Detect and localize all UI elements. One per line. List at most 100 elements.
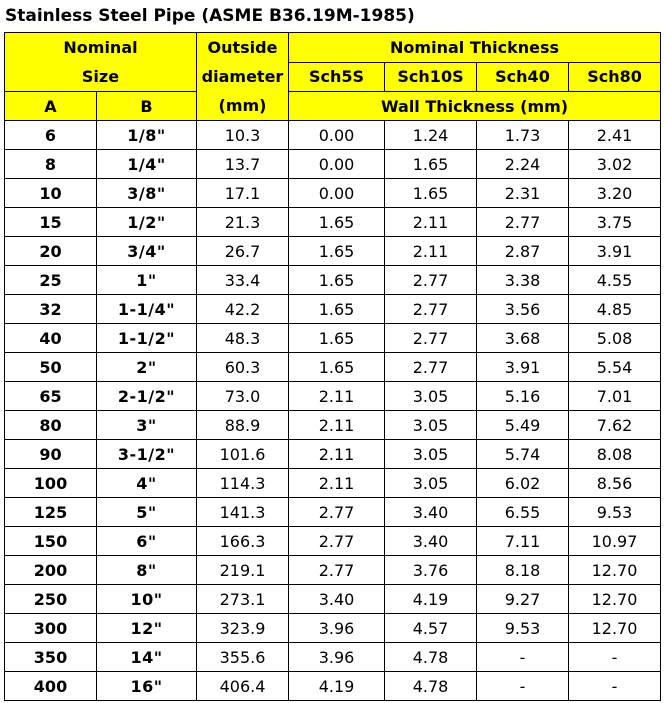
sch80-cell: 7.62: [567, 410, 662, 440]
size-a-cell: 200: [4, 555, 97, 585]
header-row-1: Nominal Size Outside diameter (mm) Nomin…: [4, 32, 662, 121]
table-row: 20 3/4" 26.7 1.65 2.11 2.87 3.91: [4, 236, 662, 266]
size-b-cell: 3-1/2": [96, 439, 197, 469]
sch40-cell: 5.16: [476, 381, 569, 411]
table-row: 400 16" 406.4 4.19 4.78- -: [4, 671, 662, 701]
sch5s-cell: 2.11: [288, 410, 385, 440]
table-row: 125 5" 141.3 2.77 3.40 6.55 9.53: [4, 497, 662, 527]
size-a-cell: 90: [4, 439, 97, 469]
sch80-cell: 4.55: [567, 265, 662, 295]
nominal-size-header-line1: Nominal: [63, 38, 138, 57]
size-b-cell: 10": [96, 584, 197, 614]
table-row: 40 1-1/2" 48.3 1.65 2.77 3.68 5.08: [4, 323, 662, 353]
sch80-cell: 3.20: [567, 178, 662, 208]
size-b-cell: 3/8": [96, 178, 197, 208]
size-a-cell: 400: [4, 671, 97, 701]
sch5s-cell: 1.65: [288, 236, 385, 266]
size-a-cell: 250: [4, 584, 97, 614]
table-row: 32 1-1/4" 42.2 1.65 2.77 3.56 4.85: [4, 294, 662, 324]
outside-diameter-cell: 219.1: [196, 555, 289, 585]
outside-diameter-cell: 166.3: [196, 526, 289, 556]
sch5s-cell: 1.65: [288, 294, 385, 324]
sch10s-cell: 3.05: [384, 410, 477, 440]
sch5s-cell: 2.77: [288, 555, 385, 585]
sch80-header: Sch80: [567, 61, 662, 92]
sch5s-header: Sch5S: [288, 61, 385, 92]
size-a-cell: 15: [4, 207, 97, 237]
size-a-cell: 8: [4, 149, 97, 179]
sch80-cell: 3.02: [567, 149, 662, 179]
sch10s-cell: 4.57: [384, 613, 477, 643]
size-b-cell: 5": [96, 497, 197, 527]
sch10s-cell: 4.19: [384, 584, 477, 614]
sch80-cell: 12.70: [567, 584, 662, 614]
size-a-cell: 65: [4, 381, 97, 411]
sch80-cell: 8.56: [567, 468, 662, 498]
sch5s-cell: 2.77: [288, 526, 385, 556]
nominal-size-header: Nominal Size: [4, 32, 197, 92]
sch40-header: Sch40: [476, 61, 569, 92]
sch80-cell: 12.70: [567, 613, 662, 643]
sch5s-cell: 1.65: [288, 352, 385, 382]
sch10s-cell: 4.78: [384, 642, 477, 672]
outside-diameter-header: Outside diameter (mm): [196, 32, 289, 121]
sch10s-cell: 2.77: [384, 265, 477, 295]
table-row: 25 1" 33.4 1.65 2.77 3.38 4.55: [4, 265, 662, 295]
size-b-cell: 1": [96, 265, 197, 295]
outside-diameter-cell: 355.6: [196, 642, 289, 672]
sch10s-cell: 3.40: [384, 497, 477, 527]
sch5s-cell: 2.11: [288, 468, 385, 498]
size-b-cell: 2-1/2": [96, 381, 197, 411]
sch80-cell: 7.01: [567, 381, 662, 411]
sch40-cell: -: [476, 642, 569, 672]
sch10s-cell: 3.76: [384, 555, 477, 585]
sch40-cell: 1.73: [476, 120, 569, 150]
sch40-cell: 5.74: [476, 439, 569, 469]
size-b-cell: 1-1/4": [96, 294, 197, 324]
sch10s-cell: 1.65: [384, 178, 477, 208]
outside-diameter-cell: 114.3: [196, 468, 289, 498]
size-b-cell: 1/2": [96, 207, 197, 237]
table-row: 6 1/8" 10.3 0.00 1.24 1.73 2.41: [4, 120, 662, 150]
sch80-cell: 4.85: [567, 294, 662, 324]
sch10s-cell: 4.78: [384, 671, 477, 701]
size-a-cell: 25: [4, 265, 97, 295]
table-row: 80 3" 88.9 2.11 3.05 5.49 7.62: [4, 410, 662, 440]
table-row: 65 2-1/2" 73.0 2.11 3.05 5.16 7.01: [4, 381, 662, 411]
sch80-cell: 10.97: [567, 526, 662, 556]
sch40-cell: 2.31: [476, 178, 569, 208]
table-row: 50 2" 60.3 1.65 2.77 3.91 5.54: [4, 352, 662, 382]
sch40-cell: 6.55: [476, 497, 569, 527]
table-row: 300 12" 323.9 3.96 4.57 9.53 12.70: [4, 613, 662, 643]
outside-diameter-cell: 10.3: [196, 120, 289, 150]
outside-diameter-cell: 73.0: [196, 381, 289, 411]
size-a-cell: 6: [4, 120, 97, 150]
table-row: 8 1/4" 13.7 0.00 1.65 2.24 3.02: [4, 149, 662, 179]
outside-diameter-header-line1: Outside: [207, 38, 278, 57]
size-a-cell: 300: [4, 613, 97, 643]
outside-diameter-cell: 323.9: [196, 613, 289, 643]
table-row: 150 6" 166.3 2.77 3.40 7.11 10.97: [4, 526, 662, 556]
outside-diameter-cell: 141.3: [196, 497, 289, 527]
sch5s-cell: 1.65: [288, 323, 385, 353]
table-row: 90 3-1/2" 101.6 2.11 3.05 5.74 8.08: [4, 439, 662, 469]
sch10s-cell: 2.77: [384, 294, 477, 324]
sch80-cell: 12.70: [567, 555, 662, 585]
size-b-cell: 16": [96, 671, 197, 701]
size-b-cell: 3/4": [96, 236, 197, 266]
outside-diameter-cell: 88.9: [196, 410, 289, 440]
outside-diameter-cell: 26.7: [196, 236, 289, 266]
sch80-cell: 8.08: [567, 439, 662, 469]
outside-diameter-unit: (mm): [218, 96, 267, 115]
outside-diameter-cell: 60.3: [196, 352, 289, 382]
sch10s-cell: 3.05: [384, 381, 477, 411]
header-row-3: A B Wall Thickness (mm): [4, 91, 662, 121]
size-b-cell: 3": [96, 410, 197, 440]
sch5s-cell: 2.77: [288, 497, 385, 527]
sch40-cell: 2.87: [476, 236, 569, 266]
sch10s-cell: 2.11: [384, 207, 477, 237]
table-row: 100 4" 114.3 2.11 3.05 6.02 8.56: [4, 468, 662, 498]
sch40-cell: 3.91: [476, 352, 569, 382]
size-a-cell: 20: [4, 236, 97, 266]
sch80-cell: -: [567, 671, 662, 701]
